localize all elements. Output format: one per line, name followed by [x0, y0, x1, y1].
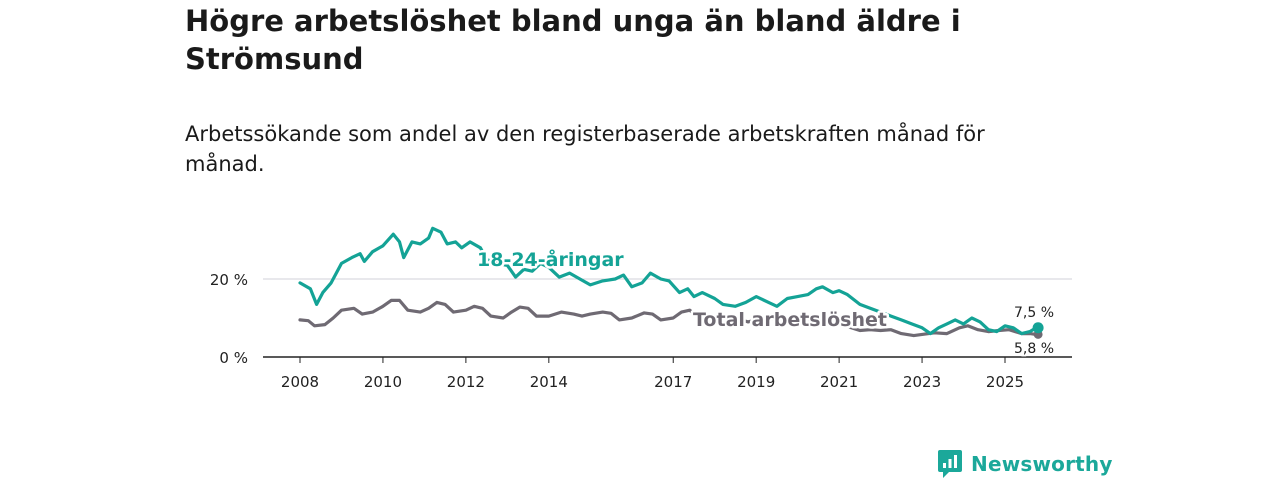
y-tick-label: 20 % — [210, 271, 248, 289]
end-label-total: 5,8 % — [1014, 341, 1054, 357]
series-line-total — [298, 298, 1038, 338]
x-tick-label: 2023 — [903, 373, 941, 391]
series-label-total: Total arbetslöshet — [693, 309, 887, 331]
series-line-18-24 — [298, 226, 1038, 336]
x-tick-label: 2008 — [281, 373, 319, 391]
chart-title: Högre arbetslöshet bland unga än bland ä… — [185, 4, 961, 76]
newsworthy-bars-icon — [938, 450, 962, 478]
x-tick-label: 2019 — [737, 373, 775, 391]
x-tick-label: 2021 — [820, 373, 858, 391]
x-tick-label: 2014 — [530, 373, 568, 391]
x-tick-label: 2010 — [364, 373, 402, 391]
series-label-18-24: 18-24-åringar — [477, 247, 624, 271]
y-tick-label: 0 % — [219, 349, 248, 367]
end-label-18-24: 7,5 % — [1014, 305, 1054, 321]
x-tick-label: 2012 — [447, 373, 485, 391]
x-tick-label: 2017 — [654, 373, 692, 391]
x-tick-label: 2025 — [986, 373, 1024, 391]
brand-name: Newsworthy — [971, 452, 1113, 476]
newsworthy-logo: Newsworthy — [937, 449, 1113, 479]
endpoint-18-24 — [1032, 322, 1044, 334]
chart-subtitle: Arbetssökande som andel av den registerb… — [185, 122, 985, 176]
